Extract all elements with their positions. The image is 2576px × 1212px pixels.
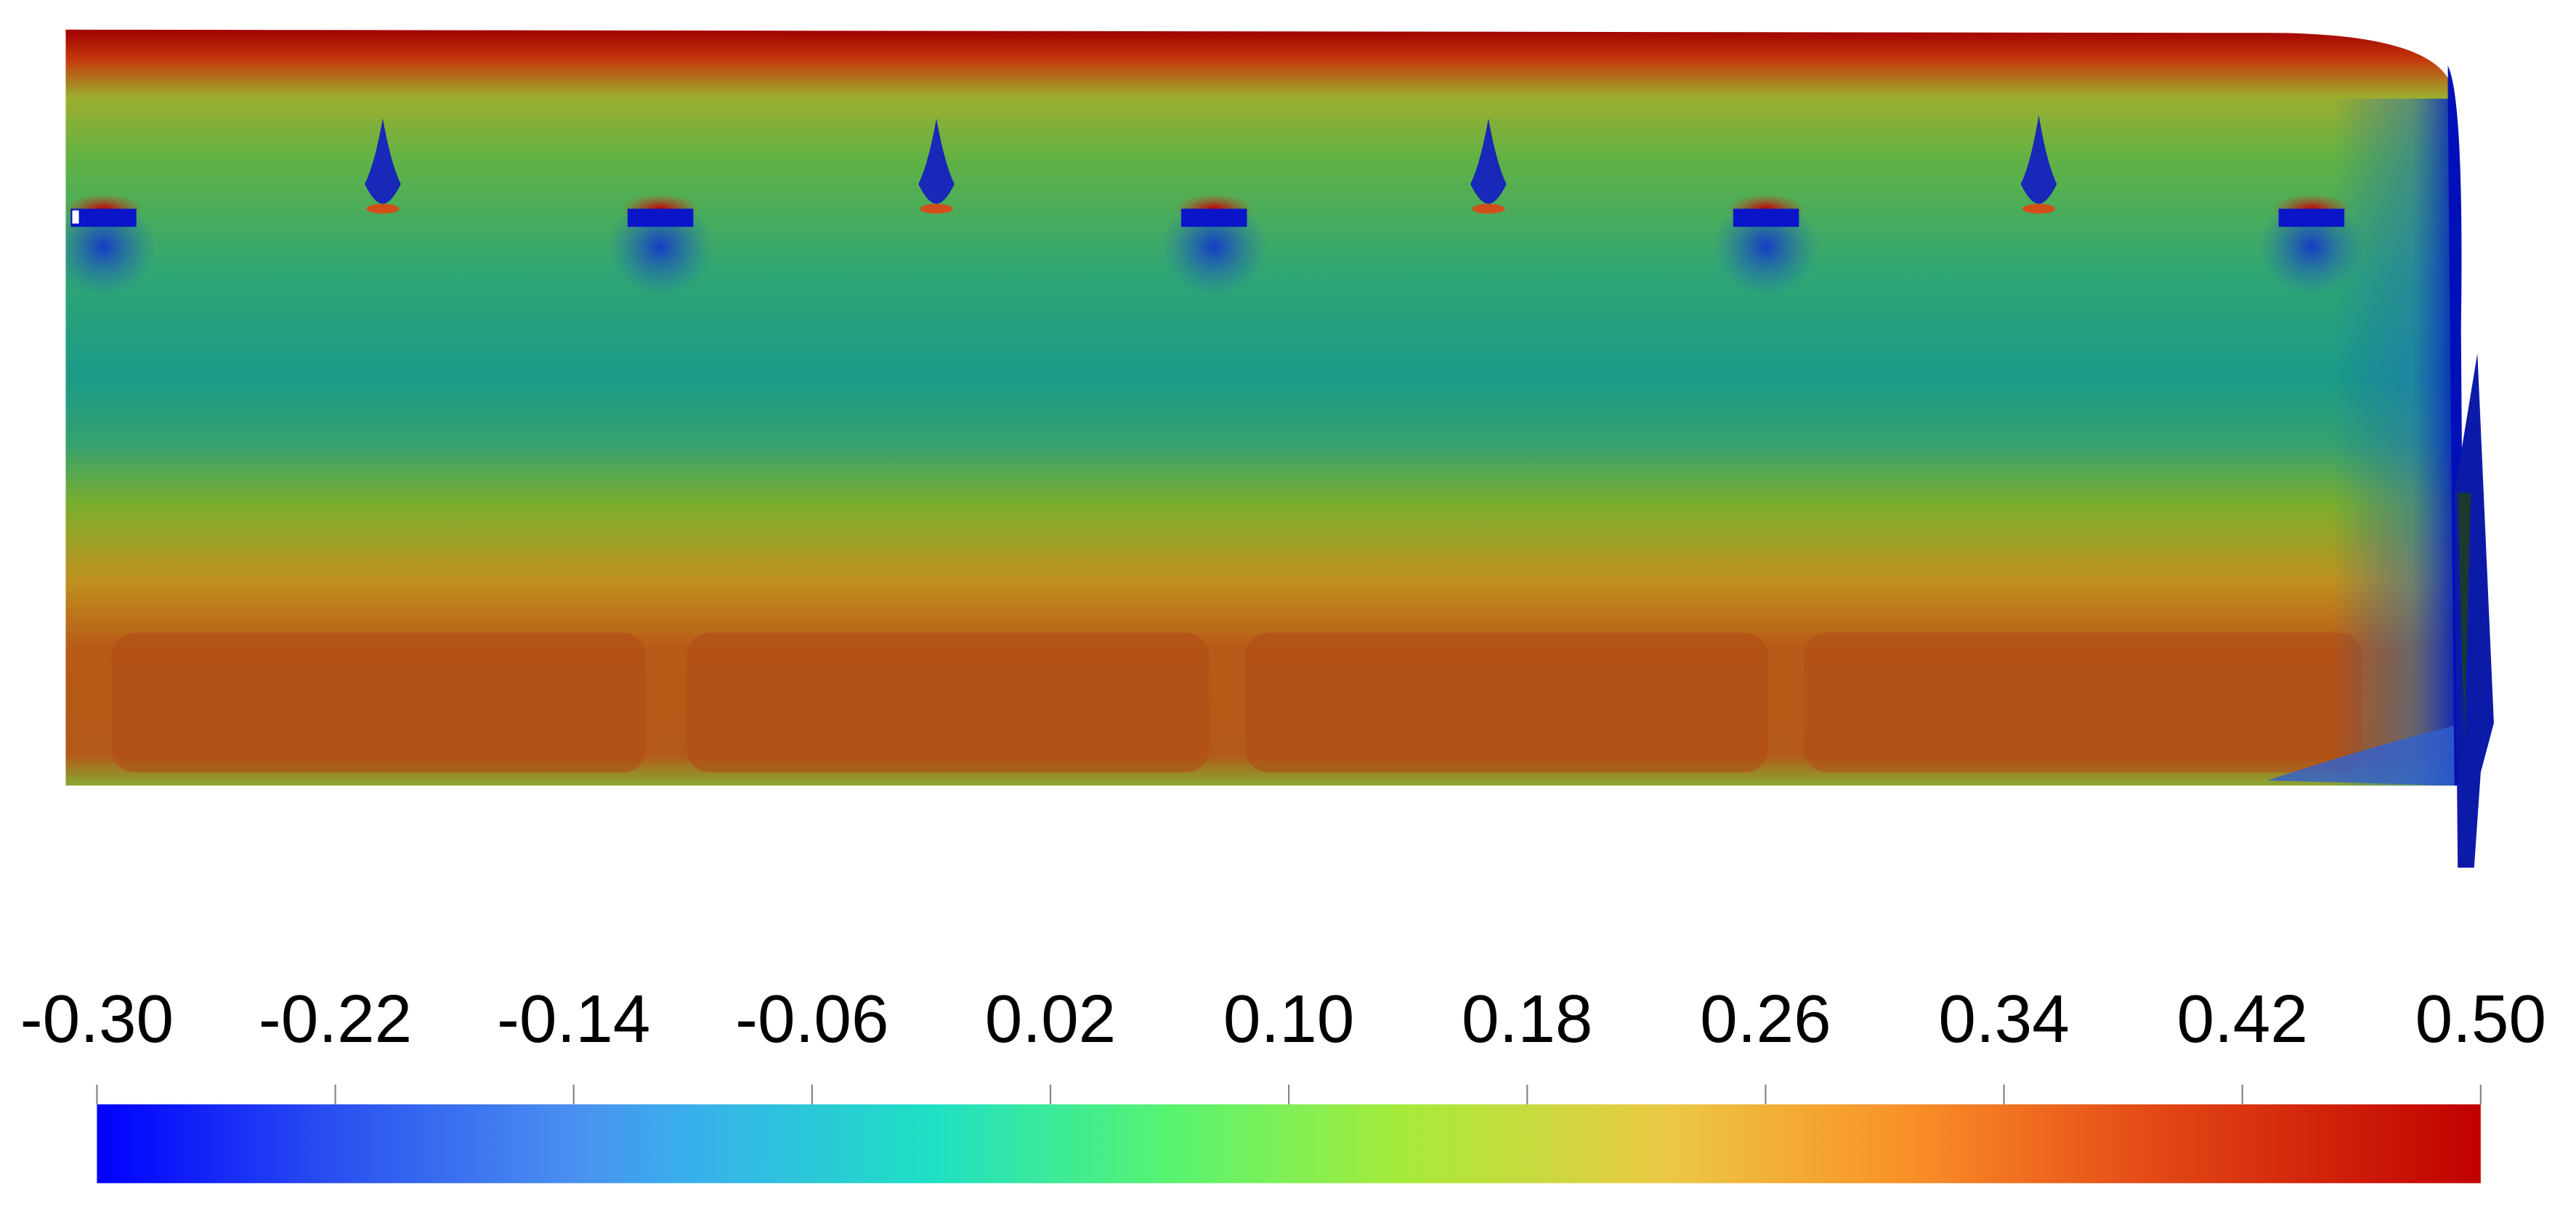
colorbar: -0.30 -0.22 -0.14 -0.06 0.02 0.10 0.18 0.26 0.34… xyxy=(20,981,2546,1184)
tick-label: 0.02 xyxy=(985,981,1116,1057)
tick-label: -0.06 xyxy=(735,981,888,1057)
tick-label: 0.34 xyxy=(1938,981,2069,1057)
tick-label: 0.42 xyxy=(2176,981,2307,1057)
tick-label: -0.14 xyxy=(497,981,650,1057)
surface-field xyxy=(65,29,2494,868)
colorbar-gradient xyxy=(97,1104,2481,1184)
tick-label: 0.26 xyxy=(1700,981,1831,1057)
tick-label: -0.30 xyxy=(20,981,174,1057)
tick-label: 0.50 xyxy=(2415,981,2546,1057)
tick-label: 0.10 xyxy=(1223,981,1354,1057)
tick-label: 0.18 xyxy=(1462,981,1592,1057)
tick-label: -0.22 xyxy=(259,981,412,1057)
